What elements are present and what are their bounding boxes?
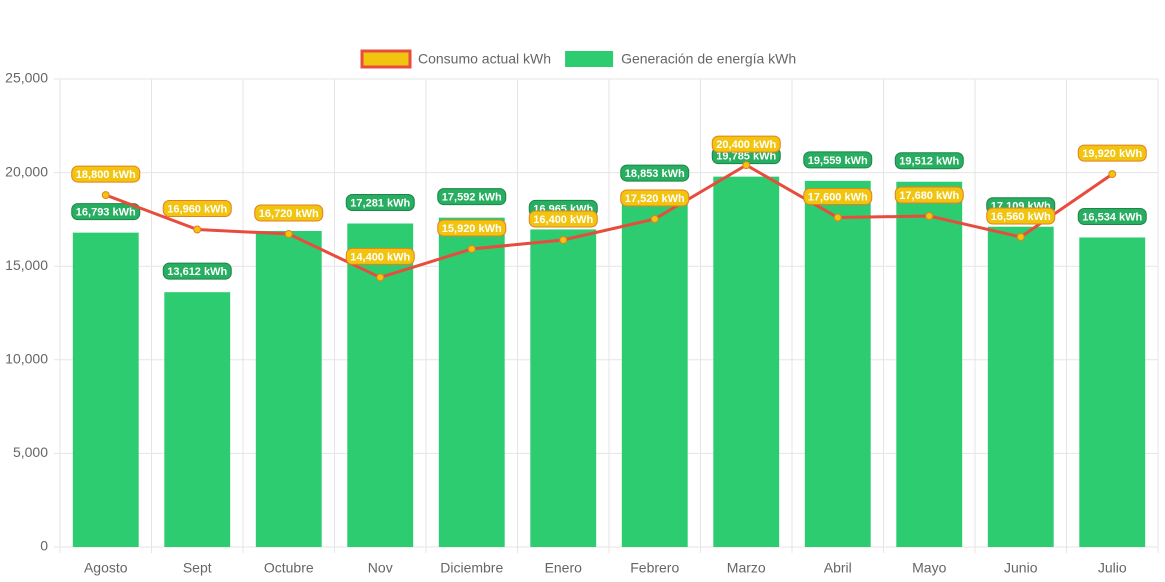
point xyxy=(650,215,659,224)
y-tick-label: 20,000 xyxy=(5,163,48,179)
value-label: 18,853 kWh xyxy=(625,168,685,180)
bar xyxy=(347,223,414,547)
value-label: 19,920 kWh xyxy=(1082,148,1142,160)
legend-label[interactable]: Consumo actual kWh xyxy=(418,51,551,67)
value-label-bg xyxy=(986,207,1056,225)
bar xyxy=(255,231,322,547)
x-tick-label: Marzo xyxy=(727,560,766,576)
x-tick-label: Junio xyxy=(1004,560,1038,576)
value-label: 19,512 kWh xyxy=(899,156,959,168)
value-label-bg xyxy=(71,203,141,221)
y-tick-label: 15,000 xyxy=(5,257,48,273)
value-label-bg xyxy=(803,188,873,206)
bar xyxy=(72,232,139,547)
value-label: 16,400 kWh xyxy=(533,214,593,226)
value-label-bg xyxy=(711,135,781,153)
bar xyxy=(713,176,780,547)
value-label-bg xyxy=(345,247,415,265)
value-label: 18,800 kWh xyxy=(76,169,136,181)
x-tick-label: Octubre xyxy=(264,560,314,576)
bar xyxy=(621,194,688,547)
point xyxy=(101,191,110,200)
value-label-bg xyxy=(345,193,415,211)
value-label-bg xyxy=(620,189,690,207)
bar xyxy=(1079,237,1146,547)
x-tick-label: Sept xyxy=(183,560,212,576)
value-label: 20,400 kWh xyxy=(716,139,776,151)
value-label-bg xyxy=(254,204,324,222)
value-label: 13,612 kWh xyxy=(167,266,227,278)
value-label-bg xyxy=(437,219,507,237)
x-tick-label: Julio xyxy=(1098,560,1127,576)
value-label: 17,680 kWh xyxy=(899,190,959,202)
bar xyxy=(804,180,871,547)
value-label: 14,400 kWh xyxy=(350,251,410,263)
value-label: 16,720 kWh xyxy=(259,208,319,220)
x-tick-label: Diciembre xyxy=(440,560,503,576)
bar xyxy=(896,181,963,548)
value-label-bg xyxy=(437,188,507,206)
x-tick-label: Mayo xyxy=(912,560,946,576)
legend-label[interactable]: Generación de energía kWh xyxy=(621,51,796,67)
point xyxy=(742,161,751,170)
legend-swatch[interactable] xyxy=(565,51,614,67)
bar xyxy=(987,226,1054,547)
value-label: 17,281 kWh xyxy=(350,197,410,209)
value-label: 17,520 kWh xyxy=(625,193,685,205)
y-tick-label: 5,000 xyxy=(13,444,48,460)
point xyxy=(833,213,842,222)
value-label-bg xyxy=(71,165,141,183)
value-label: 15,920 kWh xyxy=(442,223,502,235)
bar xyxy=(530,229,597,547)
x-tick-label: Enero xyxy=(545,560,583,576)
value-label-bg xyxy=(1077,144,1147,162)
value-label: 16,560 kWh xyxy=(991,211,1051,223)
value-label-bg xyxy=(620,164,690,182)
value-label: 17,592 kWh xyxy=(442,192,502,204)
value-label: 19,785 kWh xyxy=(716,151,776,163)
line xyxy=(105,163,1114,280)
y-tick-label: 10,000 xyxy=(5,351,48,367)
point xyxy=(376,273,385,282)
legend-swatch[interactable] xyxy=(360,49,412,69)
value-label-bg xyxy=(894,186,964,204)
x-tick-label: Abril xyxy=(824,560,852,576)
y-tick-label: 25,000 xyxy=(5,70,48,86)
point xyxy=(284,230,293,239)
value-label-bg xyxy=(162,200,232,218)
value-label-bg xyxy=(528,210,598,228)
x-tick-label: Agosto xyxy=(84,560,128,576)
bar xyxy=(438,217,505,547)
value-label: 16,793 kWh xyxy=(76,207,136,219)
value-label: 17,600 kWh xyxy=(808,191,868,203)
x-tick-label: Febrero xyxy=(630,560,679,576)
value-label: 16,534 kWh xyxy=(1082,211,1142,223)
point xyxy=(925,212,934,221)
value-label-bg xyxy=(1077,207,1147,225)
point xyxy=(559,235,568,244)
point xyxy=(1108,170,1117,179)
x-tick-label: Nov xyxy=(368,560,393,576)
bar xyxy=(164,292,231,547)
point xyxy=(193,225,202,234)
value-label-bg xyxy=(803,151,873,169)
point xyxy=(467,244,476,253)
value-label-bg xyxy=(162,262,232,280)
value-label: 16,960 kWh xyxy=(167,203,227,215)
y-tick-label: 0 xyxy=(40,538,48,554)
point xyxy=(1016,232,1025,241)
value-label-bg xyxy=(894,152,964,170)
value-label: 19,559 kWh xyxy=(808,155,868,167)
